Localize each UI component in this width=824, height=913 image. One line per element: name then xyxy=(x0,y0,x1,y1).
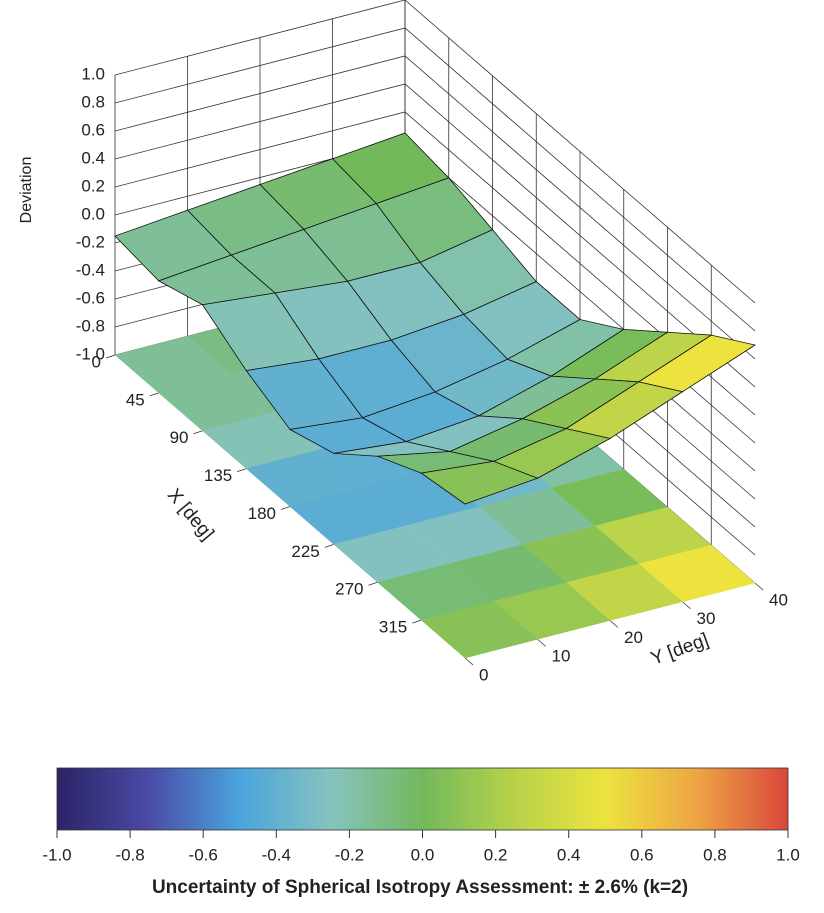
colorbar-tick-label: 0.6 xyxy=(630,845,654,864)
z-tick-label: 0.6 xyxy=(81,120,105,139)
y-tick-label: 30 xyxy=(697,609,716,628)
z-tick-label: 0.4 xyxy=(81,148,105,167)
colorbar-tick-label: -1.0 xyxy=(42,845,71,864)
colorbar-tick-label: -0.2 xyxy=(335,845,364,864)
colorbar-tick-label: 1.0 xyxy=(776,845,800,864)
colorbar-tick-label: 0.4 xyxy=(557,845,581,864)
z-axis-label: Deviation xyxy=(18,157,35,224)
tick-mark xyxy=(464,657,474,666)
y-axis-label: Y [deg] xyxy=(648,629,711,669)
z-tick-label: -0.6 xyxy=(76,288,105,307)
x-tick-label: 135 xyxy=(204,466,232,485)
y-tick-label: 10 xyxy=(552,647,571,666)
z-tick-label: -0.2 xyxy=(76,232,105,251)
colorbar-tick-label: -0.4 xyxy=(262,845,291,864)
x-tick-label: 90 xyxy=(170,428,189,447)
colorbar xyxy=(56,767,789,831)
z-tick-label: -1.0 xyxy=(76,344,105,363)
x-tick-label: 180 xyxy=(248,504,276,523)
colorbar-tick-label: -0.8 xyxy=(115,845,144,864)
x-tick-label: 225 xyxy=(291,542,319,561)
tick-mark xyxy=(537,638,546,647)
x-tick-label: 270 xyxy=(335,580,363,599)
z-tick-label: 0.0 xyxy=(81,204,105,223)
surface-patch xyxy=(420,460,539,505)
tick-mark xyxy=(193,430,203,435)
tick-mark xyxy=(609,620,619,628)
colorbar-tick-label: 0.2 xyxy=(484,845,508,864)
z-tick-label: 1.0 xyxy=(81,64,105,83)
tick-mark xyxy=(412,619,422,624)
tick-mark xyxy=(324,543,334,548)
z-tick-label: -0.4 xyxy=(76,260,105,279)
z-tick-label: -0.8 xyxy=(76,316,105,335)
x-tick-label: 0 xyxy=(92,352,101,371)
tick-mark xyxy=(105,354,116,359)
tick-mark xyxy=(368,581,378,586)
y-tick-label: 40 xyxy=(769,590,788,609)
grid-line xyxy=(114,0,756,304)
tick-mark xyxy=(280,506,291,510)
tick-mark xyxy=(237,468,247,473)
x-tick-label: 315 xyxy=(379,618,407,637)
z-tick-label: 0.2 xyxy=(81,176,105,195)
colorbar-tick-label: -0.6 xyxy=(189,845,218,864)
tick-mark xyxy=(149,392,159,397)
floor-contour xyxy=(420,601,539,659)
colorbar-tick-label: 0.0 xyxy=(411,845,435,864)
tick-mark xyxy=(754,582,764,591)
tick-mark xyxy=(682,601,691,610)
y-tick-label: 20 xyxy=(624,628,643,647)
colorbar-title: Uncertainty of Spherical Isotropy Assess… xyxy=(152,877,688,898)
colorbar-tick-label: 0.8 xyxy=(703,845,727,864)
y-tick-label: 0 xyxy=(479,665,488,684)
z-tick-label: 0.8 xyxy=(81,92,105,111)
x-axis-label: X [deg] xyxy=(163,485,218,545)
x-tick-label: 45 xyxy=(126,390,145,409)
